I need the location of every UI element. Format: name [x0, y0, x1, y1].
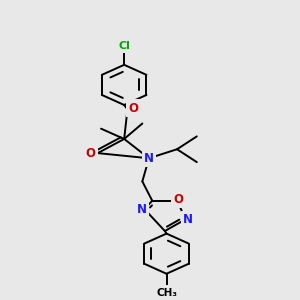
- Text: N: N: [137, 202, 147, 216]
- Text: N: N: [144, 152, 154, 165]
- Text: N: N: [183, 213, 193, 226]
- Text: O: O: [85, 147, 95, 160]
- Text: O: O: [128, 102, 138, 115]
- Text: O: O: [173, 193, 183, 206]
- Text: CH₃: CH₃: [156, 287, 177, 298]
- Text: Cl: Cl: [118, 40, 130, 50]
